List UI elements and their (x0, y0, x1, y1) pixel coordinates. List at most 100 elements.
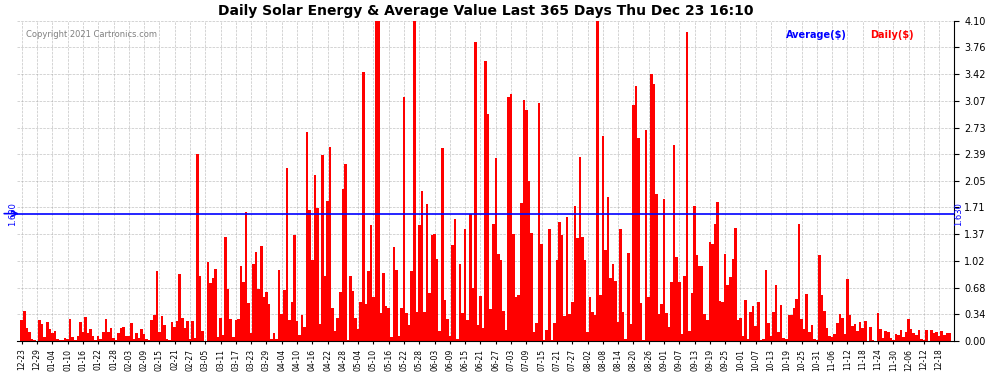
Bar (706, 320, 709, 341)
Bar (400, 308, 403, 341)
Bar (298, 335, 301, 341)
Bar (829, 336, 831, 341)
Bar (800, 319, 803, 341)
Bar (189, 339, 191, 341)
Bar (892, 340, 895, 341)
Bar (764, 270, 767, 341)
Bar (578, 157, 581, 341)
Bar (163, 325, 165, 341)
Bar (808, 332, 811, 341)
Bar (375, 21, 377, 341)
Bar (41, 324, 44, 341)
Bar (938, 336, 940, 341)
Bar (148, 340, 150, 341)
Bar (936, 333, 938, 341)
Bar (788, 315, 790, 341)
Bar (441, 148, 444, 341)
Bar (604, 250, 607, 341)
Bar (150, 320, 153, 341)
Bar (416, 312, 418, 341)
Bar (249, 333, 252, 341)
Bar (584, 260, 586, 341)
Bar (813, 339, 816, 341)
Bar (283, 290, 285, 341)
Bar (620, 229, 622, 341)
Bar (548, 229, 550, 341)
Bar (76, 336, 79, 341)
Bar (943, 335, 945, 341)
Bar (354, 318, 356, 341)
Bar (541, 244, 543, 341)
Bar (34, 340, 36, 341)
Bar (505, 330, 507, 341)
Bar (199, 276, 201, 341)
Bar (740, 318, 742, 341)
Bar (238, 319, 240, 341)
Bar (296, 321, 298, 341)
Bar (734, 228, 737, 341)
Bar (143, 334, 146, 341)
Bar (746, 339, 749, 341)
Bar (235, 320, 238, 341)
Bar (380, 312, 382, 341)
Bar (84, 317, 87, 341)
Bar (28, 332, 31, 341)
Bar (136, 333, 138, 341)
Bar (423, 312, 426, 341)
Bar (53, 331, 56, 341)
Bar (933, 333, 936, 341)
Bar (650, 74, 652, 341)
Bar (523, 100, 525, 341)
Bar (351, 291, 354, 341)
Bar (61, 340, 63, 341)
Bar (260, 246, 262, 341)
Bar (502, 311, 505, 341)
Bar (316, 208, 319, 341)
Bar (617, 322, 620, 341)
Bar (79, 322, 81, 341)
Bar (816, 340, 818, 341)
Bar (701, 266, 704, 341)
Bar (26, 328, 28, 341)
Bar (81, 332, 84, 341)
Bar (448, 336, 451, 341)
Bar (831, 337, 834, 341)
Bar (688, 331, 691, 341)
Bar (173, 327, 176, 341)
Bar (589, 297, 591, 341)
Bar (757, 302, 759, 341)
Bar (346, 340, 349, 341)
Bar (905, 332, 908, 341)
Bar (327, 201, 329, 341)
Bar (563, 315, 566, 341)
Bar (879, 329, 882, 341)
Bar (920, 339, 923, 341)
Bar (321, 155, 324, 341)
Bar (97, 336, 100, 341)
Bar (550, 340, 553, 341)
Bar (306, 132, 309, 341)
Bar (94, 340, 97, 341)
Bar (100, 339, 102, 341)
Bar (382, 273, 385, 341)
Bar (749, 312, 751, 341)
Bar (821, 295, 824, 341)
Bar (698, 266, 701, 341)
Bar (257, 289, 260, 341)
Bar (123, 327, 125, 341)
Text: Copyright 2021 Cartronics.com: Copyright 2021 Cartronics.com (26, 30, 157, 39)
Bar (555, 260, 558, 341)
Bar (160, 316, 163, 341)
Bar (806, 294, 808, 341)
Bar (772, 312, 775, 341)
Bar (826, 328, 829, 341)
Bar (342, 189, 345, 341)
Bar (640, 303, 643, 341)
Bar (842, 318, 843, 341)
Bar (158, 332, 160, 341)
Bar (638, 138, 640, 341)
Text: 1.630: 1.630 (8, 202, 17, 226)
Bar (446, 319, 448, 341)
Bar (798, 224, 800, 341)
Bar (727, 285, 729, 341)
